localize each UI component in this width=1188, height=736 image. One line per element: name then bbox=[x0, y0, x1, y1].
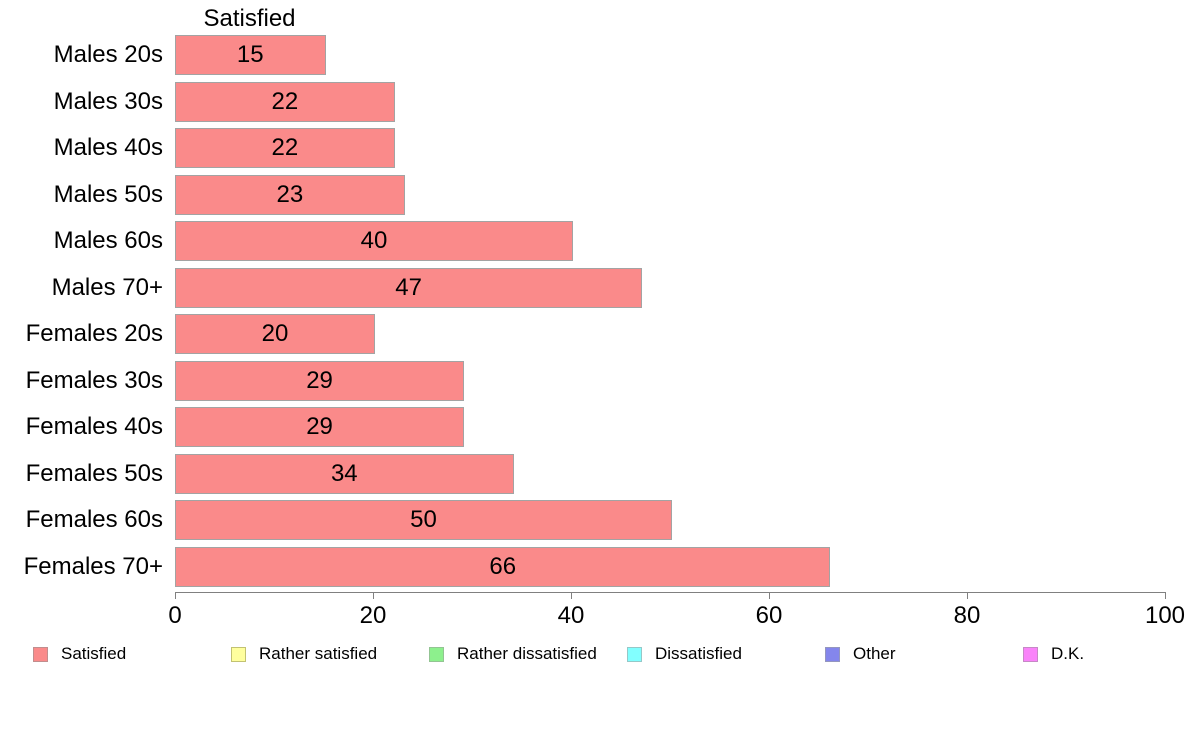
category-label: Females 40s bbox=[25, 413, 163, 441]
x-axis-tick bbox=[1165, 593, 1166, 599]
legend-item: Rather satisfied bbox=[198, 644, 396, 664]
bar-value-label: 20 bbox=[261, 320, 289, 348]
legend-swatch bbox=[231, 646, 246, 662]
bar-value-label: 29 bbox=[306, 413, 333, 441]
legend-item: Other bbox=[792, 644, 990, 664]
bar-rows: Males 20s 15 Males 30s 22 Males 40s 22 Males 5… bbox=[0, 32, 1165, 590]
category-label: Males 50s bbox=[53, 180, 163, 208]
legend: Satisfied Rather satisfied Rather dissatis… bbox=[0, 644, 1188, 664]
bar-row: Females 30s 29 bbox=[0, 358, 1165, 405]
bar-row: Males 60s 40 bbox=[0, 218, 1165, 265]
legend-item-label: Rather dissatisfied bbox=[457, 644, 597, 663]
bar: 66 bbox=[175, 546, 831, 587]
bar-value-label: 15 bbox=[236, 41, 264, 69]
legend-item-label: D.K. bbox=[1051, 644, 1085, 663]
legend-swatch bbox=[1023, 646, 1038, 662]
x-axis-tick-label: 0 bbox=[168, 602, 182, 629]
bar-track: 15 bbox=[175, 35, 1165, 76]
bar-value-label: 50 bbox=[410, 506, 437, 534]
bar-row: Males 30s 22 bbox=[0, 79, 1165, 126]
legend-swatch bbox=[429, 646, 444, 662]
x-axis-tick-label: 80 bbox=[953, 602, 981, 629]
x-axis-tick bbox=[175, 593, 176, 599]
legend-item: D.K. bbox=[990, 644, 1188, 664]
category-label: Males 60s bbox=[53, 227, 163, 255]
x-axis-tick bbox=[571, 593, 572, 599]
bar-track: 47 bbox=[175, 267, 1165, 308]
bar: 15 bbox=[175, 35, 326, 76]
legend-swatch bbox=[33, 646, 48, 662]
bar-value-label: 66 bbox=[489, 552, 517, 580]
bar-track: 66 bbox=[175, 546, 1165, 587]
bar-row: Males 20s 15 bbox=[0, 32, 1165, 79]
legend-item-label: Satisfied bbox=[61, 644, 127, 663]
x-axis-tick bbox=[769, 593, 770, 599]
legend-swatch bbox=[825, 646, 840, 662]
category-label: Females 30s bbox=[25, 366, 163, 394]
category-label: Males 20s bbox=[53, 41, 163, 69]
bar-track: 22 bbox=[175, 81, 1165, 122]
bar-value-label: 34 bbox=[330, 459, 358, 487]
x-axis-tick-label: 60 bbox=[755, 602, 783, 629]
legend-item: Satisfied bbox=[0, 644, 198, 664]
bar-track: 50 bbox=[175, 500, 1165, 541]
bar: 23 bbox=[175, 174, 405, 215]
bar-value-label: 40 bbox=[360, 227, 388, 255]
bar-track: 23 bbox=[175, 174, 1165, 215]
bar: 29 bbox=[175, 407, 465, 448]
bar-track: 20 bbox=[175, 314, 1165, 355]
category-label: Females 20s bbox=[25, 320, 163, 348]
bar: 29 bbox=[175, 360, 465, 401]
bar-row: Females 40s 29 bbox=[0, 404, 1165, 451]
bar-row: Males 50s 23 bbox=[0, 172, 1165, 219]
legend-swatch bbox=[627, 646, 642, 662]
bar-track: 22 bbox=[175, 128, 1165, 169]
bar-row: Males 40s 22 bbox=[0, 125, 1165, 172]
bar: 40 bbox=[175, 221, 573, 262]
bar: 20 bbox=[175, 314, 375, 355]
bar: 34 bbox=[175, 453, 514, 494]
bar-row: Females 20s 20 bbox=[0, 311, 1165, 358]
bar: 22 bbox=[175, 128, 395, 169]
category-label: Females 70+ bbox=[23, 552, 163, 580]
bar-value-label: 23 bbox=[276, 180, 304, 208]
bar-row: Females 60s 50 bbox=[0, 497, 1165, 544]
x-axis-tick-label: 40 bbox=[557, 602, 585, 629]
legend-item-label: Dissatisfied bbox=[655, 644, 742, 663]
bar: 50 bbox=[175, 500, 672, 541]
bar-value-label: 22 bbox=[271, 134, 299, 162]
bar: 22 bbox=[175, 81, 395, 122]
category-label: Males 70+ bbox=[51, 273, 163, 301]
bar-track: 29 bbox=[175, 360, 1165, 401]
bar-value-label: 47 bbox=[395, 273, 422, 301]
chart-title: Satisfied bbox=[203, 5, 296, 32]
x-axis-tick bbox=[967, 593, 968, 599]
bar: 47 bbox=[175, 267, 643, 308]
bar-row: Females 50s 34 bbox=[0, 451, 1165, 498]
x-axis-tick-label: 100 bbox=[1144, 602, 1186, 629]
x-axis: 0 20 40 60 80 100 bbox=[168, 592, 1185, 633]
bar-track: 29 bbox=[175, 407, 1165, 448]
legend-item-label: Other bbox=[853, 644, 896, 663]
bar-row: Males 70+ 47 bbox=[0, 265, 1165, 312]
legend-item: Rather dissatisfied bbox=[396, 644, 597, 664]
category-label: Males 30s bbox=[53, 87, 163, 115]
category-label: Females 60s bbox=[25, 506, 163, 534]
bar-value-label: 29 bbox=[306, 366, 333, 394]
x-axis-tick bbox=[373, 593, 374, 599]
category-label: Males 40s bbox=[53, 134, 163, 162]
bar-track: 34 bbox=[175, 453, 1165, 494]
legend-item-label: Rather satisfied bbox=[259, 644, 378, 663]
bar-row: Females 70+ 66 bbox=[0, 544, 1165, 591]
category-label: Females 50s bbox=[25, 459, 163, 487]
bar-value-label: 22 bbox=[271, 87, 299, 115]
legend-item: Dissatisfied bbox=[594, 644, 792, 664]
bar-track: 40 bbox=[175, 221, 1165, 262]
x-axis-tick-label: 20 bbox=[359, 602, 387, 629]
